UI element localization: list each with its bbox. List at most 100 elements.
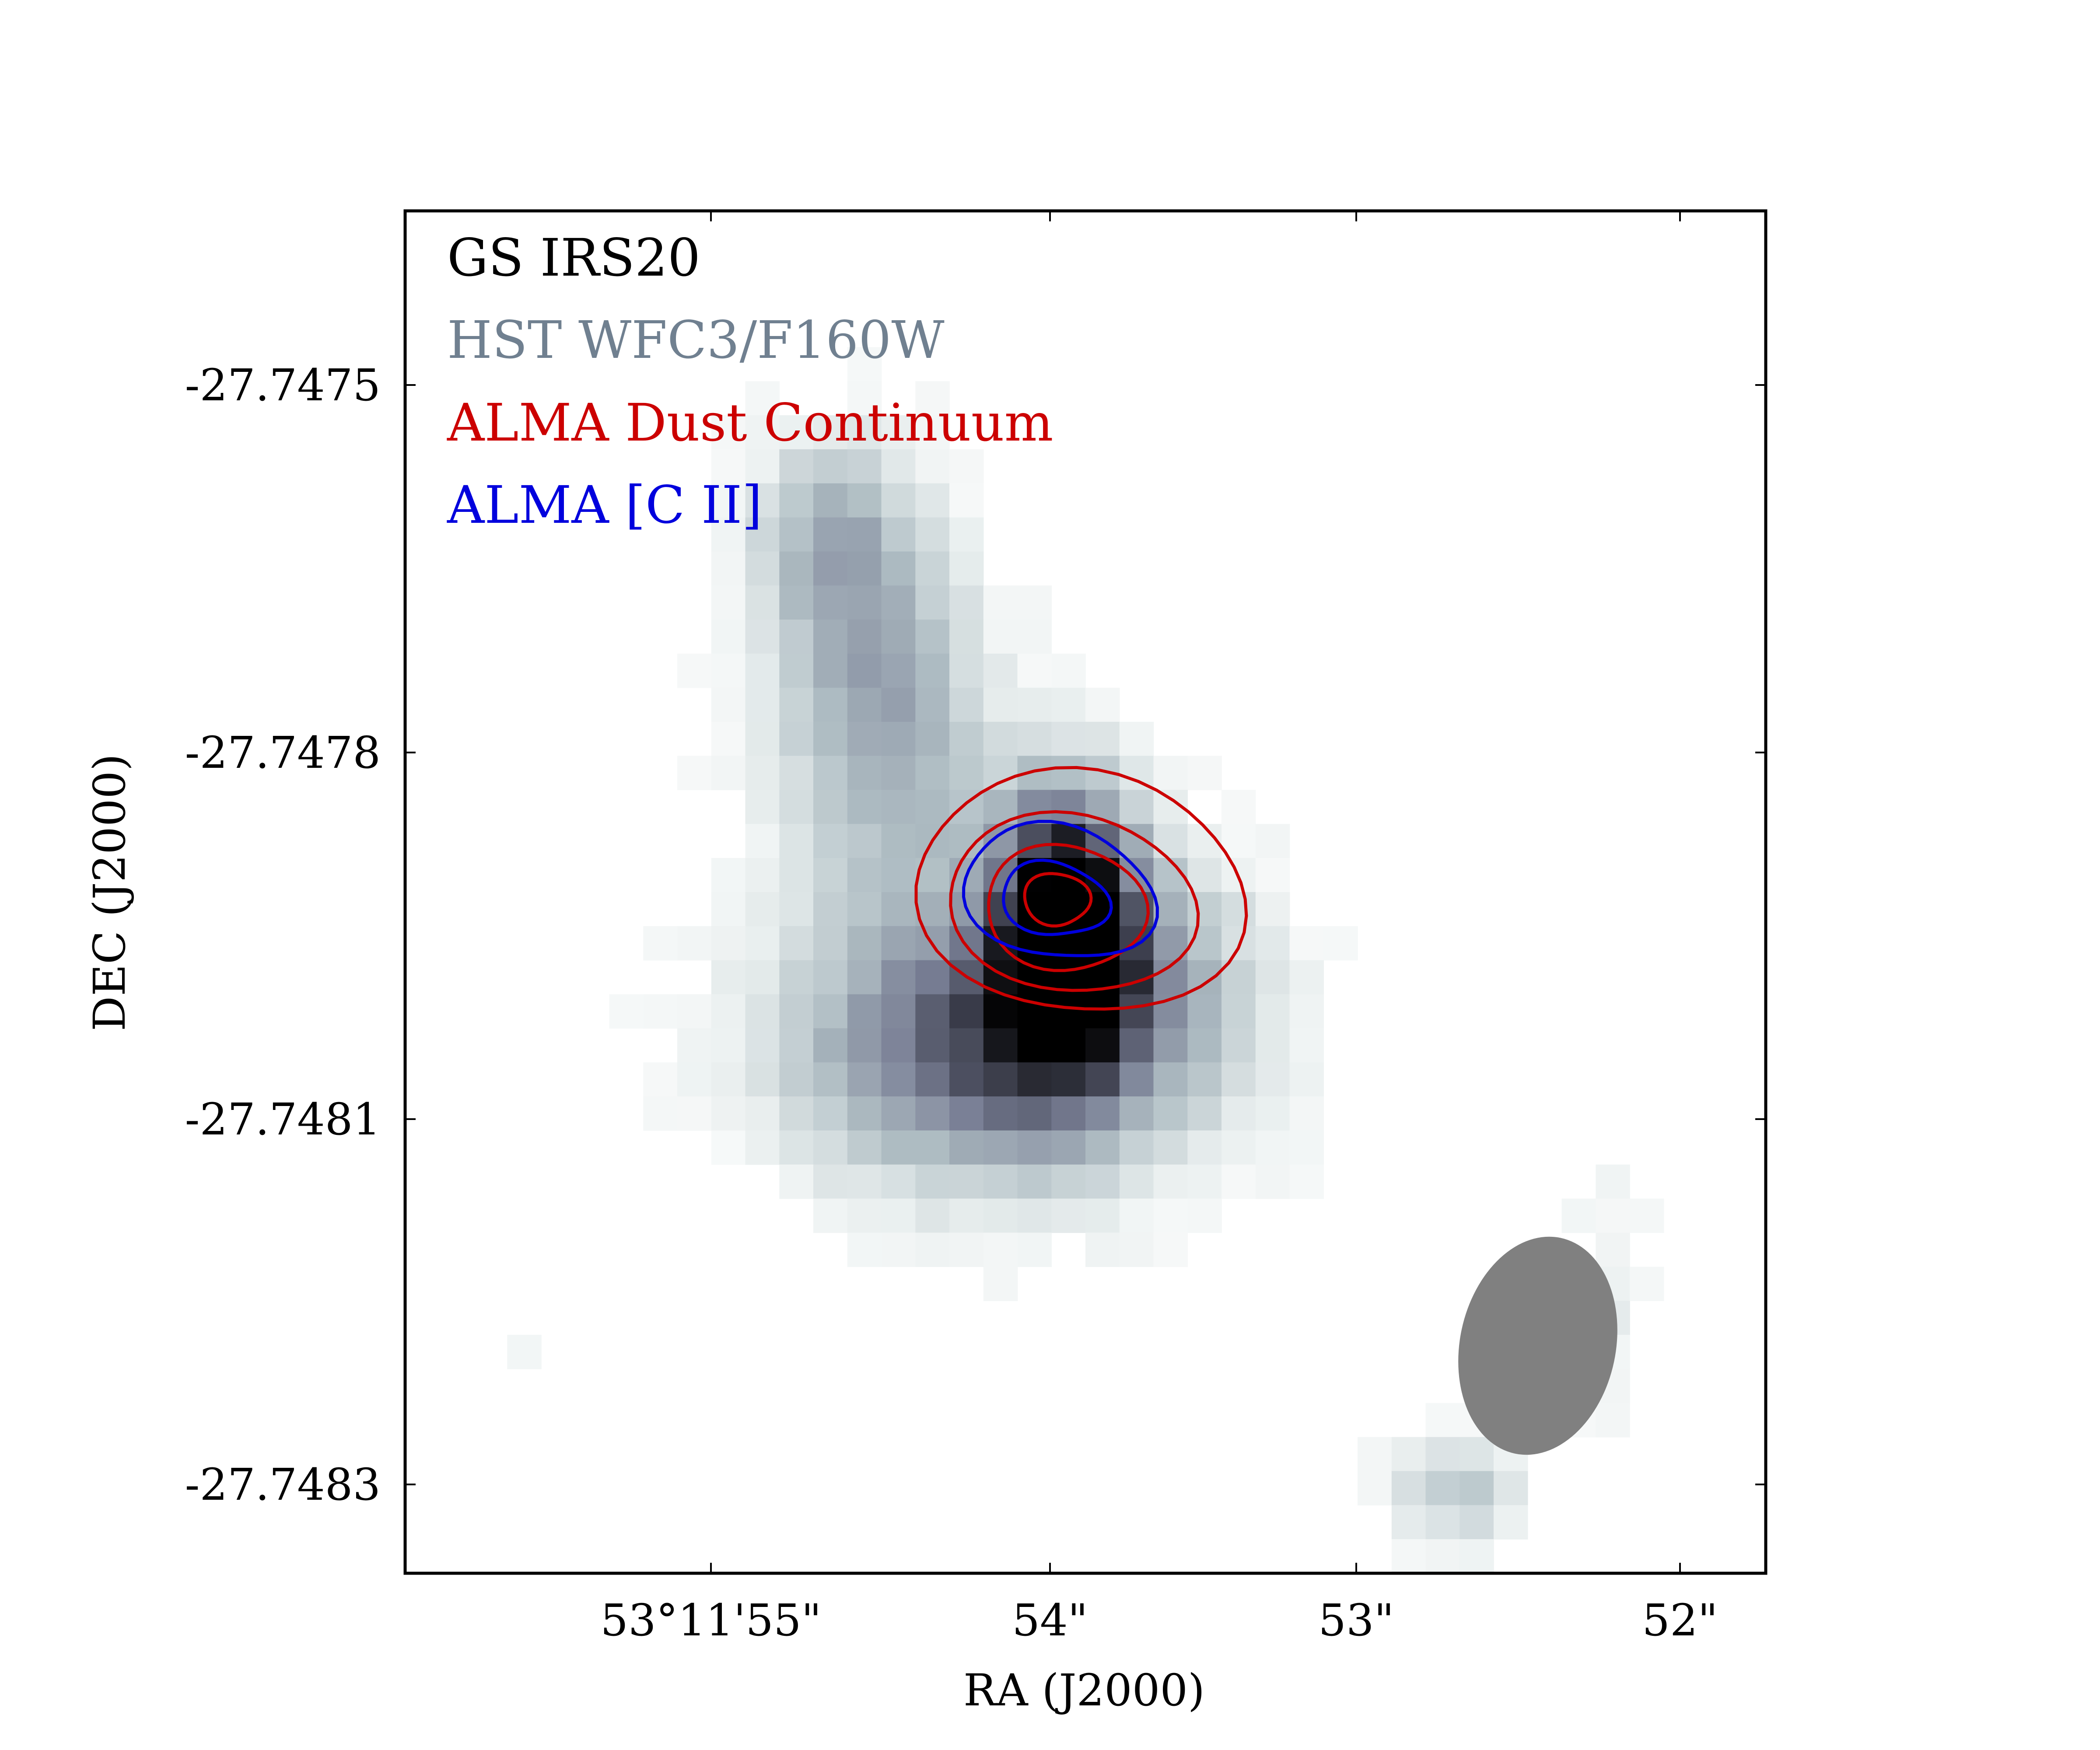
image-pixel xyxy=(779,756,814,791)
image-pixel xyxy=(949,1164,984,1199)
plot-frame xyxy=(403,209,1768,1575)
image-pixel xyxy=(983,994,1018,1029)
image-pixel xyxy=(711,1130,746,1165)
image-pixel xyxy=(1017,1062,1052,1097)
image-pixel xyxy=(779,1096,814,1131)
image-pixel xyxy=(915,585,950,620)
image-pixel xyxy=(847,1232,882,1267)
image-pixel xyxy=(847,858,882,892)
image-pixel xyxy=(643,1096,678,1131)
image-pixel xyxy=(813,1164,848,1199)
image-pixel xyxy=(1017,687,1052,722)
image-pixel xyxy=(915,1232,950,1267)
image-pixel xyxy=(1153,1130,1188,1165)
image-pixel xyxy=(1085,1164,1120,1199)
image-pixel xyxy=(813,585,848,620)
image-pixel xyxy=(745,824,780,858)
image-pixel xyxy=(1119,1028,1154,1063)
image-pixel xyxy=(711,449,746,484)
image-pixel xyxy=(1187,858,1222,892)
image-pixel xyxy=(949,1096,984,1131)
image-pixel xyxy=(1051,1164,1086,1199)
image-pixel xyxy=(779,483,814,518)
image-pixel xyxy=(1187,1062,1222,1097)
image-pixel xyxy=(1289,1130,1324,1165)
image-pixel xyxy=(1017,1028,1052,1063)
image-pixel xyxy=(711,858,746,892)
image-pixel xyxy=(915,687,950,722)
image-pixel xyxy=(1119,721,1154,756)
image-pixel xyxy=(1153,1062,1188,1097)
image-pixel xyxy=(881,721,916,756)
image-pixel xyxy=(949,721,984,756)
image-pixel xyxy=(813,449,848,484)
image-pixel xyxy=(881,1028,916,1063)
image-pixel xyxy=(949,994,984,1029)
image-pixel xyxy=(1187,892,1222,927)
image-pixel xyxy=(711,415,746,450)
image-pixel xyxy=(881,926,916,961)
image-pixel xyxy=(983,1267,1018,1301)
image-pixel xyxy=(609,994,644,1029)
hst-f160w-image xyxy=(405,211,1766,1573)
image-pixel xyxy=(915,1062,950,1097)
image-pixel xyxy=(711,721,746,756)
image-pixel xyxy=(847,790,882,824)
image-pixel xyxy=(949,585,984,620)
image-pixel xyxy=(711,960,746,995)
image-pixel xyxy=(745,960,780,995)
image-pixel xyxy=(1391,1471,1426,1505)
image-pixel xyxy=(1358,1437,1392,1472)
image-pixel xyxy=(983,721,1018,756)
y-tick-label: -27.7478 xyxy=(185,727,381,778)
image-pixel xyxy=(881,824,916,858)
image-pixel xyxy=(949,1062,984,1097)
image-pixel xyxy=(881,1164,916,1199)
image-pixel xyxy=(1289,960,1324,995)
image-pixel xyxy=(1289,1096,1324,1131)
image-pixel xyxy=(1187,1028,1222,1063)
image-pixel xyxy=(983,756,1018,791)
image-pixel xyxy=(1153,1028,1188,1063)
image-pixel xyxy=(915,756,950,791)
image-pixel xyxy=(779,858,814,892)
image-pixel xyxy=(949,483,984,518)
image-pixel xyxy=(1017,824,1052,858)
image-pixel xyxy=(847,1164,882,1199)
image-pixel xyxy=(881,1198,916,1233)
image-pixel xyxy=(507,1335,542,1369)
image-pixel xyxy=(1051,1062,1086,1097)
image-pixel xyxy=(915,654,950,688)
image-pixel xyxy=(949,926,984,961)
x-tick-label: 54" xyxy=(1012,1595,1088,1646)
image-pixel xyxy=(1222,892,1256,927)
image-pixel xyxy=(1460,1505,1494,1540)
image-pixel xyxy=(779,892,814,927)
image-pixel xyxy=(1187,1130,1222,1165)
image-pixel xyxy=(745,585,780,620)
image-pixel xyxy=(1051,1198,1086,1233)
image-pixel xyxy=(677,1028,712,1063)
x-tick-label: 53°11'55" xyxy=(600,1595,821,1646)
image-pixel xyxy=(779,824,814,858)
image-pixel xyxy=(745,517,780,552)
image-pixel xyxy=(847,1198,882,1233)
image-pixel xyxy=(949,654,984,688)
image-pixel xyxy=(1017,1130,1052,1165)
image-pixel xyxy=(915,1096,950,1131)
image-pixel xyxy=(1017,1198,1052,1233)
image-pixel xyxy=(847,721,882,756)
image-pixel xyxy=(779,415,814,450)
cii-contour xyxy=(962,819,1159,957)
image-pixel xyxy=(779,1062,814,1097)
image-pixel xyxy=(983,585,1018,620)
image-pixel xyxy=(1017,892,1052,927)
legend-source-name: GS IRS20 xyxy=(447,228,700,288)
image-pixel xyxy=(711,620,746,654)
image-pixel xyxy=(813,824,848,858)
dust-contour xyxy=(987,843,1150,972)
image-pixel xyxy=(1289,926,1324,961)
image-pixel xyxy=(915,449,950,484)
image-pixel xyxy=(1119,1062,1154,1097)
image-pixel xyxy=(813,926,848,961)
